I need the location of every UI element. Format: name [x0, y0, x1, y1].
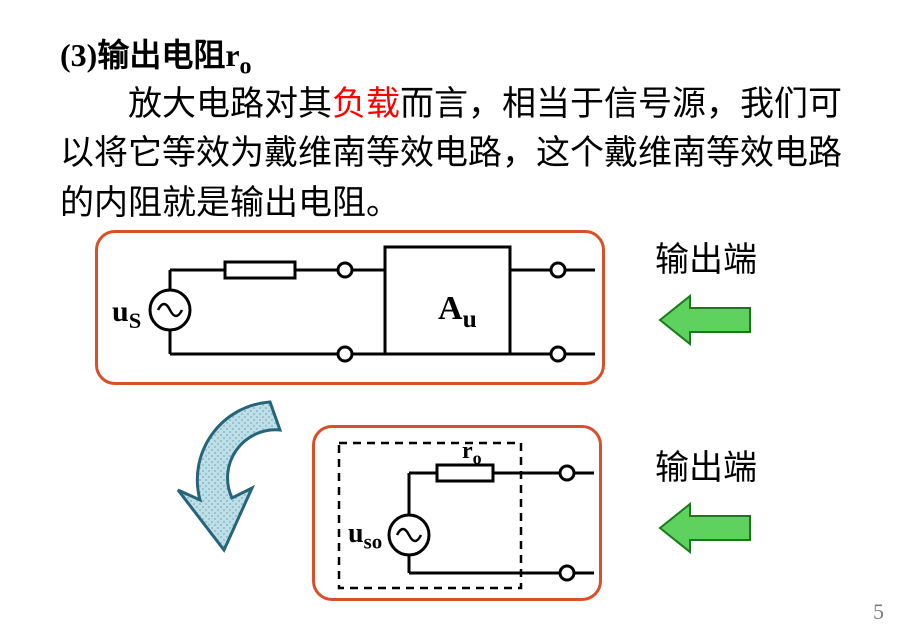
uso-label: uso: [348, 518, 382, 555]
resistor-icon: [225, 262, 295, 278]
body-paragraph: 放大电路对其负载而言，相当于信号源，我们可以将它等效为戴维南等效电路，这个戴维南…: [60, 80, 860, 228]
body-highlight: 负载: [332, 86, 400, 123]
terminal-icon: [338, 263, 352, 277]
terminal-icon: [551, 263, 565, 277]
output-label-2: 输出端: [655, 440, 757, 489]
body-pre: 放大电路对其: [128, 86, 332, 123]
slide: (3)输出电阻ro 放大电路对其负载而言，相当于信号源，我们可以将它等效为戴维南…: [0, 0, 920, 637]
circuit-2: [312, 425, 602, 601]
au-main: A: [438, 290, 463, 327]
heading: (3)输出电阻ro: [60, 30, 252, 80]
circuit-1: [95, 230, 605, 385]
ro-label: ro: [462, 438, 482, 469]
heading-prefix: (3): [60, 37, 97, 73]
uso-main: u: [348, 518, 364, 549]
heading-sub: o: [240, 53, 252, 79]
uso-sub: so: [364, 530, 383, 554]
green-arrow-2: [650, 498, 760, 558]
us-main: u: [112, 295, 129, 328]
terminal-icon: [560, 566, 574, 580]
terminal-icon: [551, 347, 565, 361]
us-sub: S: [129, 308, 142, 333]
output-label-1: 输出端: [655, 232, 757, 281]
ro-main: r: [462, 438, 473, 464]
us-label: uS: [112, 295, 141, 334]
heading-text: 输出电阻r: [97, 37, 239, 73]
au-label: Au: [438, 290, 477, 334]
au-sub: u: [463, 304, 477, 333]
ro-sub: o: [473, 448, 482, 468]
page-number: 5: [873, 599, 884, 625]
terminal-icon: [560, 466, 574, 480]
green-arrow-1: [650, 290, 760, 350]
terminal-icon: [338, 347, 352, 361]
